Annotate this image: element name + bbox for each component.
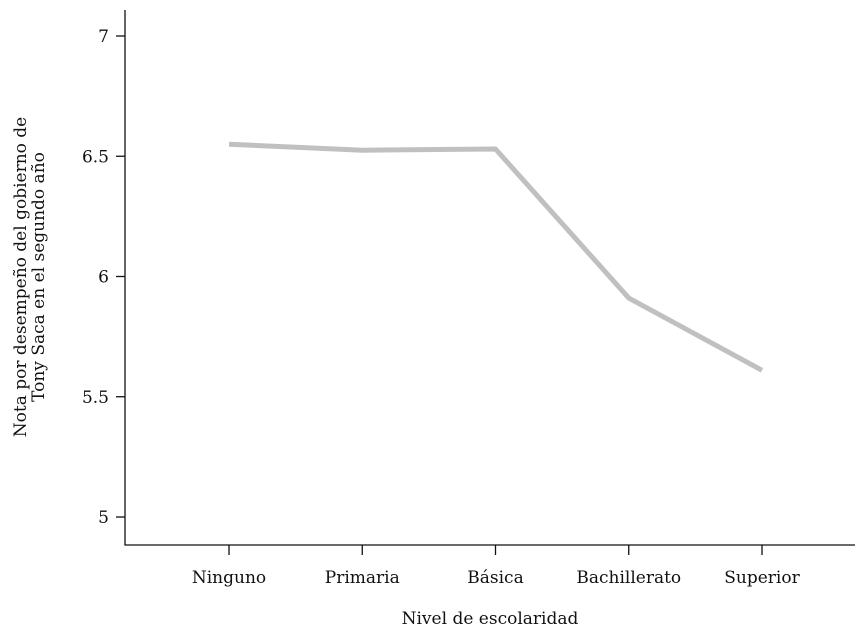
axis-frame: [124, 10, 855, 546]
x-axis: Ninguno Primaria Básica Bachillerato Superio…: [192, 545, 801, 588]
series-line: [228, 141, 764, 373]
y-tick-label: 7: [98, 27, 109, 47]
y-axis-title: Nota por desempeño del gobierno de Tony …: [11, 117, 49, 437]
y-tick-label: 5: [98, 508, 109, 528]
y-axis-title-line-1: Nota por desempeño del gobierno de: [11, 117, 31, 437]
x-axis-title: Nivel de escolaridad: [402, 609, 579, 629]
y-tick-label: 6: [98, 268, 109, 288]
y-tick-label: 6.5: [82, 147, 109, 167]
x-tick-label: Primaria: [325, 568, 400, 588]
x-tick-label: Superior: [724, 568, 800, 588]
x-tick-label: Bachillerato: [576, 568, 681, 588]
y-tick-label: 5.5: [82, 388, 109, 408]
series-layer: [228, 141, 764, 373]
x-tick-label: Básica: [467, 568, 523, 588]
y-axis: 5 5.5 6 6.5 7: [82, 27, 125, 528]
y-axis-title-line-2: Tony Saca en el segundo año: [29, 152, 49, 402]
x-tick-label: Ninguno: [192, 568, 266, 588]
